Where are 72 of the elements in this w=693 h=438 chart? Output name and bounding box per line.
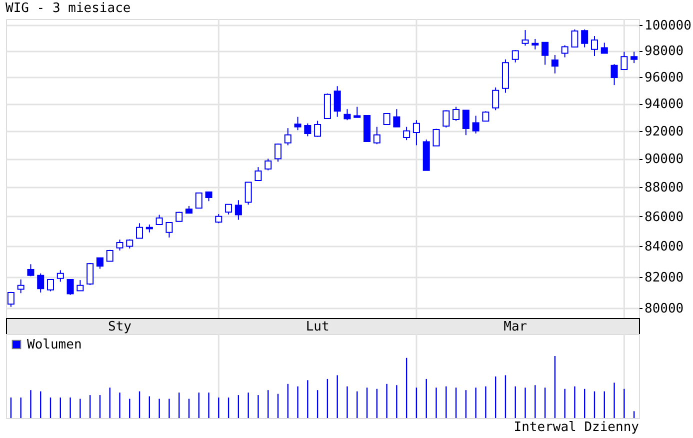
x-tick-label: Lut xyxy=(306,320,330,334)
candlestick xyxy=(383,112,390,126)
y-tick-label: 100000 xyxy=(644,18,692,34)
candlestick xyxy=(205,191,212,202)
candlestick xyxy=(581,28,588,48)
candlestick xyxy=(412,120,420,146)
candlestick xyxy=(393,108,400,128)
candlestick xyxy=(284,128,292,146)
candlestick xyxy=(373,126,380,145)
candlestick xyxy=(512,50,519,63)
candlestick xyxy=(600,42,608,54)
candlestick xyxy=(264,158,272,171)
candlestick xyxy=(225,204,232,215)
candlestick xyxy=(452,106,460,122)
candlestick xyxy=(354,106,361,118)
y-tick-label: 94000 xyxy=(644,97,684,112)
y-tick-label: 80000 xyxy=(644,302,684,317)
candlestick xyxy=(492,86,500,111)
candlestick xyxy=(234,200,242,220)
candlestick xyxy=(156,214,163,226)
candlestick xyxy=(215,214,222,224)
candlestick xyxy=(294,116,302,131)
candlestick xyxy=(136,222,144,239)
candlestick xyxy=(432,128,440,146)
x-tick-label: Sty xyxy=(108,320,132,334)
y-tick-label: 98000 xyxy=(644,44,684,60)
candlestick xyxy=(344,108,351,121)
candlestick xyxy=(522,30,529,46)
y-tick-label: 90000 xyxy=(644,152,684,168)
candlestick xyxy=(551,54,558,74)
candlestick xyxy=(86,262,94,286)
candlestick xyxy=(27,264,34,277)
candlestick xyxy=(462,110,470,136)
candlestick xyxy=(482,110,490,122)
candlestick xyxy=(334,86,341,118)
x-tick-label: Mar xyxy=(504,320,528,334)
candlestick xyxy=(590,36,598,57)
legend-label: Wolumen xyxy=(27,338,82,352)
candlestick xyxy=(314,120,322,138)
candlestick xyxy=(403,126,410,141)
candlestick xyxy=(620,51,628,70)
candlestick xyxy=(561,44,568,58)
candlestick xyxy=(76,280,84,292)
candlestick xyxy=(254,166,262,181)
candlestick xyxy=(542,42,549,66)
y-tick-label: 88000 xyxy=(644,180,684,196)
chart-title: WIG - 3 miesiace xyxy=(6,0,131,16)
candlestick xyxy=(630,51,638,64)
candlestick xyxy=(442,110,450,128)
y-tick-label: 92000 xyxy=(644,124,684,140)
y-tick-label: 96000 xyxy=(644,70,684,86)
candlestick xyxy=(571,28,578,48)
candlestick xyxy=(610,64,618,86)
candlestick xyxy=(166,222,173,238)
y-tick-label: 86000 xyxy=(644,210,684,225)
candlestick xyxy=(116,239,124,251)
text: Interwal Dzienny xyxy=(514,420,640,435)
y-tick-label: 82000 xyxy=(644,270,684,286)
candlestick xyxy=(244,182,252,206)
candlestick xyxy=(47,278,54,292)
candlestick xyxy=(195,192,202,209)
candlestick xyxy=(56,270,64,282)
candlestick xyxy=(304,122,312,137)
y-tick-label: 84000 xyxy=(644,240,684,255)
candlestick xyxy=(96,257,104,270)
candlestick xyxy=(37,272,44,294)
candlestick xyxy=(66,278,74,296)
candlestick xyxy=(274,143,282,162)
candlestick xyxy=(532,38,539,50)
candlestick xyxy=(17,278,24,294)
candlestick xyxy=(7,291,14,308)
candlestick xyxy=(472,115,480,134)
